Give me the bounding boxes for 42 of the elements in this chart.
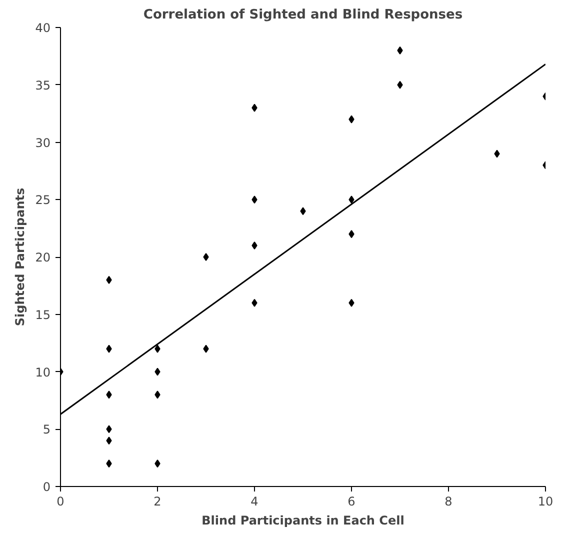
point [252, 104, 258, 112]
y-tick-label: 15 [35, 308, 51, 322]
point [154, 390, 160, 399]
y-tick-label: 25 [35, 193, 51, 208]
point [348, 230, 354, 238]
y-tick-label: 35 [35, 78, 51, 92]
point [252, 242, 258, 250]
x-tick-label: 6 [348, 494, 356, 508]
y-tick-label: 30 [35, 136, 51, 150]
x-tick-label: 4 [250, 494, 258, 508]
point [203, 253, 209, 261]
y-tick-label: 10 [35, 365, 51, 380]
point [348, 196, 354, 204]
point [154, 460, 160, 468]
point [397, 46, 403, 54]
y-axis-title: Sighted Participants [13, 188, 28, 326]
y-tick-label: 20 [35, 250, 51, 264]
x-tick-label: 2 [154, 494, 162, 508]
point [154, 344, 160, 353]
point [154, 368, 160, 376]
point [348, 115, 354, 124]
x-tick-label: 10 [538, 494, 554, 508]
x-tick-label: 8 [444, 494, 452, 508]
point [106, 390, 112, 399]
point [252, 298, 258, 307]
point [106, 276, 112, 284]
y-tick-label: 40 [35, 21, 51, 35]
point [106, 436, 112, 445]
x-axis-title: Blind Participants in Each Cell [202, 514, 404, 528]
point [106, 425, 112, 434]
point [348, 298, 354, 307]
x-tick-label: 0 [56, 494, 64, 508]
chart-title: Correlation of Sighted and Blind Responses [143, 8, 463, 22]
point [397, 80, 403, 89]
point [106, 460, 112, 468]
point [252, 196, 258, 204]
y-tick-label: 0 [42, 480, 51, 494]
point [106, 344, 112, 353]
point [494, 150, 500, 158]
point [300, 207, 306, 216]
point [203, 344, 209, 353]
y-tick-label: 5 [42, 422, 51, 437]
